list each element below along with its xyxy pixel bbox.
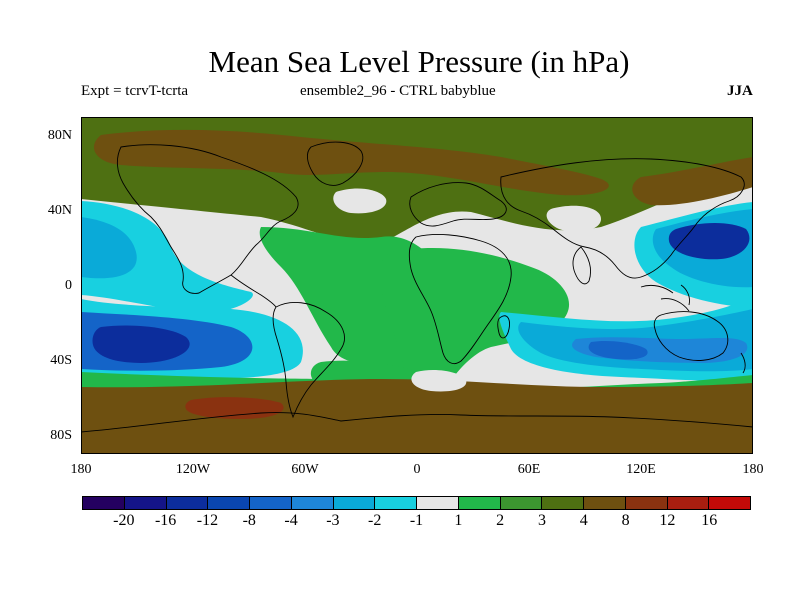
colorbar-label: 4 [579, 512, 588, 529]
colorbar [82, 496, 751, 510]
colorbar-swatch [333, 497, 376, 509]
colorbar-label: -20 [113, 512, 135, 529]
colorbar-swatch [124, 497, 167, 509]
colorbar-swatch [625, 497, 668, 509]
experiment-label: Expt = tcrvT-tcrta [81, 83, 189, 99]
colorbar-label: -12 [196, 512, 219, 529]
ensemble-label: ensemble2_96 - CTRL babyblue [300, 83, 496, 99]
south-pacific-low-field [92, 325, 190, 363]
north-america-coast [116, 144, 299, 294]
india-coast [572, 246, 592, 285]
colorbar-label: -8 [242, 512, 256, 529]
greenland-coast [306, 141, 364, 186]
arctic-field [93, 129, 609, 196]
north-pacific-rim-field [81, 201, 253, 313]
africa-field [379, 247, 570, 402]
africa-coast [408, 234, 512, 364]
colorbar-swatch [208, 497, 250, 509]
lon-label-60w: 60W [291, 462, 319, 477]
antarctica-coast [81, 412, 753, 433]
white-patch-3 [546, 205, 601, 232]
colorbar-label: -3 [326, 512, 340, 529]
north-pacific-field [81, 217, 137, 279]
colorbar-label: -16 [154, 512, 177, 529]
colorbar-swatch [542, 497, 584, 509]
asia-coast [500, 158, 745, 279]
colorbar-label: -2 [368, 512, 382, 529]
lat-label-40s: 40S [50, 353, 72, 368]
colorbar-label: -4 [284, 512, 298, 529]
europe-coast [409, 182, 507, 227]
colorbar-swatch [250, 497, 292, 509]
arctic-field-2 [632, 157, 753, 206]
indian-ocean-core-field [588, 340, 648, 360]
nw-pacific-low-field [668, 223, 750, 260]
new-zealand-coast [740, 352, 746, 374]
southern-ocean-field [81, 379, 753, 454]
colorbar-label: 16 [701, 512, 718, 529]
lon-label-60e: 60E [517, 462, 541, 477]
colorbar-swatch [458, 497, 501, 509]
lat-label-80n: 80N [47, 128, 72, 143]
colorbar-swatch [291, 497, 334, 509]
colorbar-swatch [709, 497, 750, 509]
madagascar-coast [497, 315, 510, 339]
se-asia-islands [640, 284, 690, 312]
colorbar-swatch [667, 497, 710, 509]
lat-label-80s: 80S [50, 428, 72, 443]
central-america-coast [230, 274, 277, 308]
south-america-coast [272, 301, 345, 419]
colorbar-label: -1 [409, 512, 424, 529]
colorbar-label: 1 [454, 512, 463, 529]
lon-label-120w: 120W [175, 462, 211, 477]
lon-label-0: 0 [413, 462, 421, 477]
colorbar-swatch [584, 497, 626, 509]
pressure-map [81, 117, 753, 454]
colorbar-label: 12 [659, 512, 676, 529]
lon-label-180e: 180 [742, 462, 764, 477]
lon-label-120e: 120E [626, 462, 656, 477]
map-panel [81, 117, 753, 454]
australia-coast [653, 311, 729, 361]
colorbar-swatch [166, 497, 209, 509]
colorbar-swatch [83, 497, 125, 509]
lon-label-180w: 180 [70, 462, 92, 477]
white-patch-2 [333, 188, 387, 214]
colorbar-swatch [500, 497, 543, 509]
colorbar-swatch [375, 497, 417, 509]
colorbar-label: 8 [621, 512, 630, 529]
lat-label-0: 0 [65, 278, 72, 293]
coastlines [81, 141, 753, 433]
season-label: JJA [727, 83, 753, 99]
colorbar-label: 2 [496, 512, 505, 529]
map-frame [81, 117, 753, 454]
white-patch [411, 369, 467, 392]
lat-label-40n: 40N [47, 203, 72, 218]
colorbar-swatch [417, 497, 459, 509]
map-title: Mean Sea Level Pressure (in hPa) [208, 44, 630, 79]
colorbar-label: 3 [537, 512, 546, 529]
